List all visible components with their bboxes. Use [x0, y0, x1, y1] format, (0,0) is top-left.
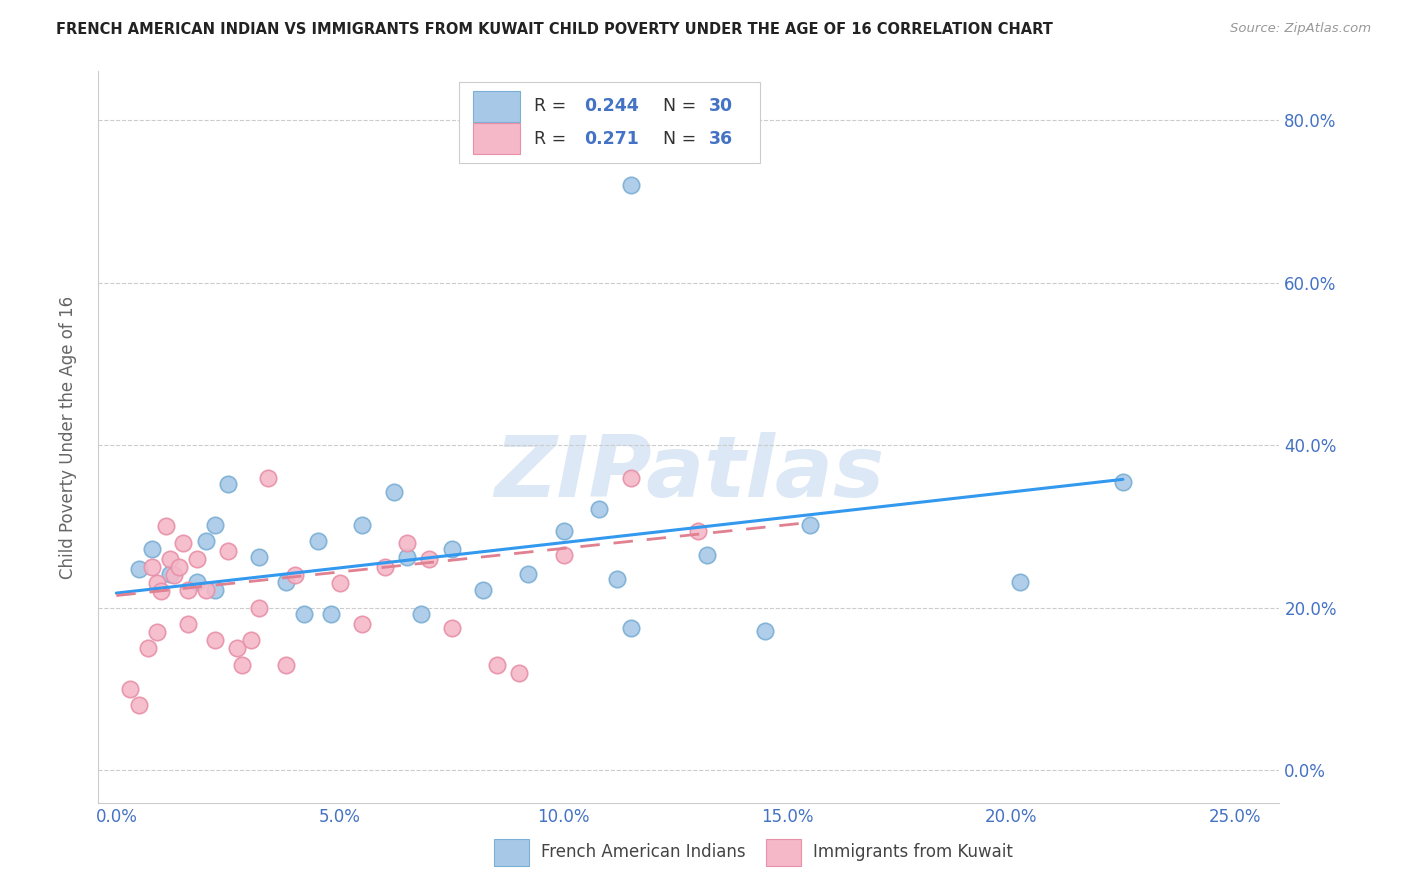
Point	[249, 600, 271, 615]
Point	[155, 519, 177, 533]
Point	[588, 501, 610, 516]
Point	[553, 548, 575, 562]
Point	[163, 568, 186, 582]
Point	[553, 524, 575, 538]
Text: N =: N =	[652, 97, 702, 115]
Point	[418, 552, 440, 566]
Point	[1008, 574, 1031, 589]
Point	[382, 485, 405, 500]
Point	[145, 625, 167, 640]
Point	[329, 576, 352, 591]
Point	[118, 681, 141, 696]
Point	[141, 542, 163, 557]
Point	[177, 617, 200, 632]
Point	[606, 572, 628, 586]
Point	[352, 617, 374, 632]
Point	[204, 633, 226, 648]
Point	[239, 633, 262, 648]
Point	[396, 535, 419, 549]
FancyBboxPatch shape	[472, 123, 520, 154]
Point	[177, 582, 200, 597]
Point	[145, 576, 167, 591]
Point	[186, 574, 208, 589]
Text: 0.244: 0.244	[583, 97, 638, 115]
Point	[141, 560, 163, 574]
Text: ZIPatlas: ZIPatlas	[494, 432, 884, 516]
Text: 0.271: 0.271	[583, 129, 638, 148]
Point	[440, 621, 463, 635]
Point	[249, 550, 271, 565]
Point	[204, 582, 226, 597]
Point	[284, 568, 307, 582]
FancyBboxPatch shape	[472, 91, 520, 122]
Point	[485, 657, 508, 672]
Point	[307, 534, 329, 549]
FancyBboxPatch shape	[494, 838, 530, 866]
Point	[440, 542, 463, 557]
Point	[319, 607, 342, 622]
Text: N =: N =	[652, 129, 702, 148]
Point	[217, 477, 239, 491]
Point	[799, 517, 821, 532]
Point	[620, 621, 643, 635]
Point	[204, 517, 226, 532]
Point	[620, 471, 643, 485]
Point	[194, 582, 217, 597]
Text: Source: ZipAtlas.com: Source: ZipAtlas.com	[1230, 22, 1371, 36]
Text: R =: R =	[534, 97, 572, 115]
Point	[276, 574, 298, 589]
Point	[1112, 475, 1135, 489]
Text: FRENCH AMERICAN INDIAN VS IMMIGRANTS FROM KUWAIT CHILD POVERTY UNDER THE AGE OF : FRENCH AMERICAN INDIAN VS IMMIGRANTS FRO…	[56, 22, 1053, 37]
Text: R =: R =	[534, 129, 572, 148]
Point	[172, 535, 194, 549]
Text: French American Indians: French American Indians	[541, 843, 747, 861]
Text: 36: 36	[709, 129, 733, 148]
Point	[159, 552, 181, 566]
Point	[508, 665, 530, 680]
Point	[136, 641, 159, 656]
Point	[276, 657, 298, 672]
Point	[374, 560, 396, 574]
Point	[472, 582, 495, 597]
Point	[231, 657, 253, 672]
Point	[128, 562, 150, 576]
Text: 30: 30	[709, 97, 733, 115]
Point	[620, 178, 643, 193]
FancyBboxPatch shape	[766, 838, 801, 866]
Point	[186, 552, 208, 566]
Text: Immigrants from Kuwait: Immigrants from Kuwait	[813, 843, 1012, 861]
Point	[396, 550, 419, 565]
Point	[257, 471, 280, 485]
Point	[194, 534, 217, 549]
Point	[150, 584, 173, 599]
Point	[409, 607, 432, 622]
Point	[128, 698, 150, 713]
Point	[292, 607, 315, 622]
Point	[516, 566, 538, 581]
Point	[217, 544, 239, 558]
Point	[686, 524, 709, 538]
Point	[167, 560, 190, 574]
Point	[352, 517, 374, 532]
FancyBboxPatch shape	[458, 82, 759, 163]
Point	[226, 641, 249, 656]
Y-axis label: Child Poverty Under the Age of 16: Child Poverty Under the Age of 16	[59, 295, 77, 579]
Point	[159, 566, 181, 581]
Point	[696, 548, 718, 562]
Point	[754, 624, 776, 638]
